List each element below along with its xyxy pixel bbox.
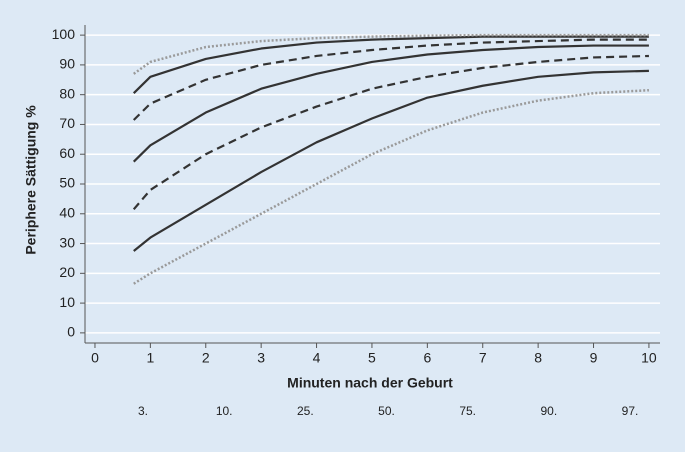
x-tick-label: 9	[590, 350, 598, 366]
x-tick-label: 3	[257, 350, 265, 366]
line-series	[132, 44, 649, 163]
y-tick-label: 10	[59, 294, 75, 310]
line-series	[133, 88, 649, 285]
y-tick-label: 40	[59, 204, 75, 220]
legend-label: 90.	[540, 404, 557, 418]
x-tick-label: 8	[534, 350, 542, 366]
legend-label: 25.	[297, 404, 314, 418]
x-tick-label: 0	[91, 350, 99, 366]
x-tick-label: 1	[146, 350, 154, 366]
x-tick-label: 4	[313, 350, 321, 366]
legend-label: 3.	[138, 404, 148, 418]
y-tick-label: 80	[59, 85, 75, 101]
x-axis-label: Minuten nach der Geburt	[287, 375, 453, 391]
x-tick-label: 5	[368, 350, 376, 366]
line-series	[133, 33, 649, 75]
y-tick-label: 0	[67, 324, 75, 340]
x-tick-label: 10	[641, 350, 657, 366]
x-tick-label: 2	[202, 350, 210, 366]
legend-label: 75.	[459, 404, 476, 418]
y-tick-label: 90	[59, 56, 75, 72]
y-tick-label: 20	[59, 264, 75, 280]
legend-label: 10.	[216, 404, 233, 418]
y-axis-label: Periphere Sättigung %	[23, 105, 39, 255]
y-tick-label: 70	[59, 115, 75, 131]
line-series	[133, 69, 649, 252]
y-tick-label: 50	[59, 175, 75, 191]
line-series	[132, 54, 649, 211]
x-tick-label: 6	[423, 350, 431, 366]
y-tick-label: 60	[59, 145, 75, 161]
x-tick-label: 7	[479, 350, 487, 366]
line-series	[132, 35, 649, 94]
legend-label: 50.	[378, 404, 395, 418]
line-series	[132, 38, 649, 121]
y-tick-label: 100	[52, 26, 76, 42]
legend-label: 97.	[622, 404, 639, 418]
y-tick-label: 30	[59, 234, 75, 250]
